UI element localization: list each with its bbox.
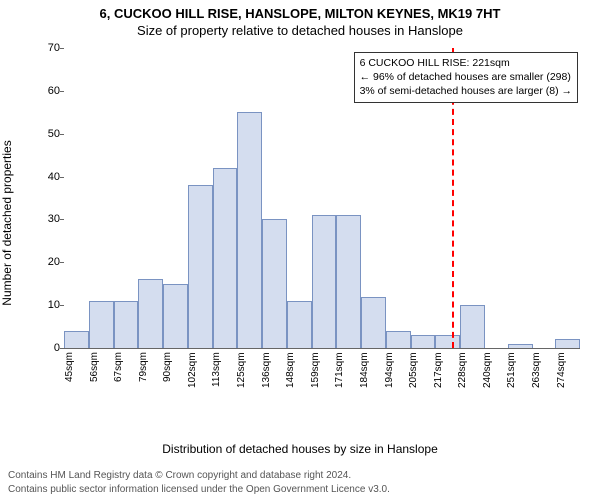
- histogram-bar: [411, 335, 436, 348]
- histogram-bar: [89, 301, 114, 348]
- x-tick-label: 148sqm: [285, 352, 310, 408]
- y-tick-label: 10: [48, 299, 60, 311]
- x-tick-label: 56sqm: [89, 352, 114, 408]
- annotation-line-1: 6 CUCKOO HILL RISE: 221sqm: [360, 56, 572, 70]
- x-tick-label: 205sqm: [408, 352, 433, 408]
- y-axis-label: Number of detached properties: [0, 48, 14, 398]
- y-tick: [60, 262, 64, 263]
- histogram-bar: [138, 279, 163, 348]
- x-tick-label: 102sqm: [187, 352, 212, 408]
- histogram-bar: [287, 301, 312, 348]
- histogram-bar: [262, 219, 287, 348]
- y-tick-label: 40: [48, 171, 60, 183]
- y-tick: [60, 219, 64, 220]
- histogram-bar: [312, 215, 337, 348]
- footer-attribution: Contains HM Land Registry data © Crown c…: [8, 469, 390, 496]
- histogram-bar: [508, 344, 533, 348]
- x-tick-label: 194sqm: [384, 352, 409, 408]
- chart-title: 6, CUCKOO HILL RISE, HANSLOPE, MILTON KE…: [0, 0, 600, 21]
- x-tick-label: 79sqm: [138, 352, 163, 408]
- x-tick-label: 67sqm: [113, 352, 138, 408]
- footer-line-2: Contains public sector information licen…: [8, 483, 390, 497]
- x-tick-label: 251sqm: [506, 352, 531, 408]
- x-tick-label: 240sqm: [482, 352, 507, 408]
- y-tick: [60, 91, 64, 92]
- x-tick-label: 171sqm: [334, 352, 359, 408]
- y-tick: [60, 177, 64, 178]
- histogram-bar: [64, 331, 89, 348]
- histogram-bar: [163, 284, 188, 348]
- annotation-line-2: ← 96% of detached houses are smaller (29…: [360, 70, 572, 84]
- footer-line-1: Contains HM Land Registry data © Crown c…: [8, 469, 390, 483]
- x-tick-label: 184sqm: [359, 352, 384, 408]
- x-tick-label: 125sqm: [236, 352, 261, 408]
- histogram-bar: [555, 339, 580, 348]
- chart-container: 6, CUCKOO HILL RISE, HANSLOPE, MILTON KE…: [0, 0, 600, 500]
- histogram-bar: [213, 168, 238, 348]
- histogram-bar: [435, 335, 460, 348]
- x-tick-label: 113sqm: [211, 352, 236, 408]
- x-tick-label: 45sqm: [64, 352, 89, 408]
- x-tick-label: 274sqm: [556, 352, 581, 408]
- annotation-box: 6 CUCKOO HILL RISE: 221sqm ← 96% of deta…: [354, 52, 578, 103]
- chart-area: 6 CUCKOO HILL RISE: 221sqm ← 96% of deta…: [40, 48, 580, 398]
- y-tick-label: 60: [48, 85, 60, 97]
- x-tick-label: 263sqm: [531, 352, 556, 408]
- y-tick-label: 30: [48, 213, 60, 225]
- histogram-bar: [188, 185, 213, 348]
- x-tick-label: 217sqm: [433, 352, 458, 408]
- x-tick-label: 136sqm: [261, 352, 286, 408]
- y-tick-label: 20: [48, 256, 60, 268]
- histogram-bar: [386, 331, 411, 348]
- x-tick-label: 90sqm: [162, 352, 187, 408]
- histogram-bar: [237, 112, 262, 348]
- y-tick: [60, 348, 64, 349]
- histogram-bar: [460, 305, 485, 348]
- plot-area: 6 CUCKOO HILL RISE: 221sqm ← 96% of deta…: [64, 48, 580, 349]
- x-axis-labels: 45sqm56sqm67sqm79sqm90sqm102sqm113sqm125…: [64, 352, 580, 408]
- y-tick-label: 50: [48, 128, 60, 140]
- y-tick-label: 0: [54, 342, 60, 354]
- annotation-line-3: 3% of semi-detached houses are larger (8…: [360, 84, 572, 98]
- x-axis-title: Distribution of detached houses by size …: [0, 442, 600, 456]
- x-tick-label: 159sqm: [310, 352, 335, 408]
- histogram-bar: [361, 297, 386, 348]
- histogram-bar: [114, 301, 139, 348]
- y-tick: [60, 305, 64, 306]
- histogram-bar: [336, 215, 361, 348]
- y-tick: [60, 134, 64, 135]
- y-tick-label: 70: [48, 42, 60, 54]
- x-tick-label: 228sqm: [457, 352, 482, 408]
- chart-subtitle: Size of property relative to detached ho…: [0, 21, 600, 42]
- y-tick: [60, 48, 64, 49]
